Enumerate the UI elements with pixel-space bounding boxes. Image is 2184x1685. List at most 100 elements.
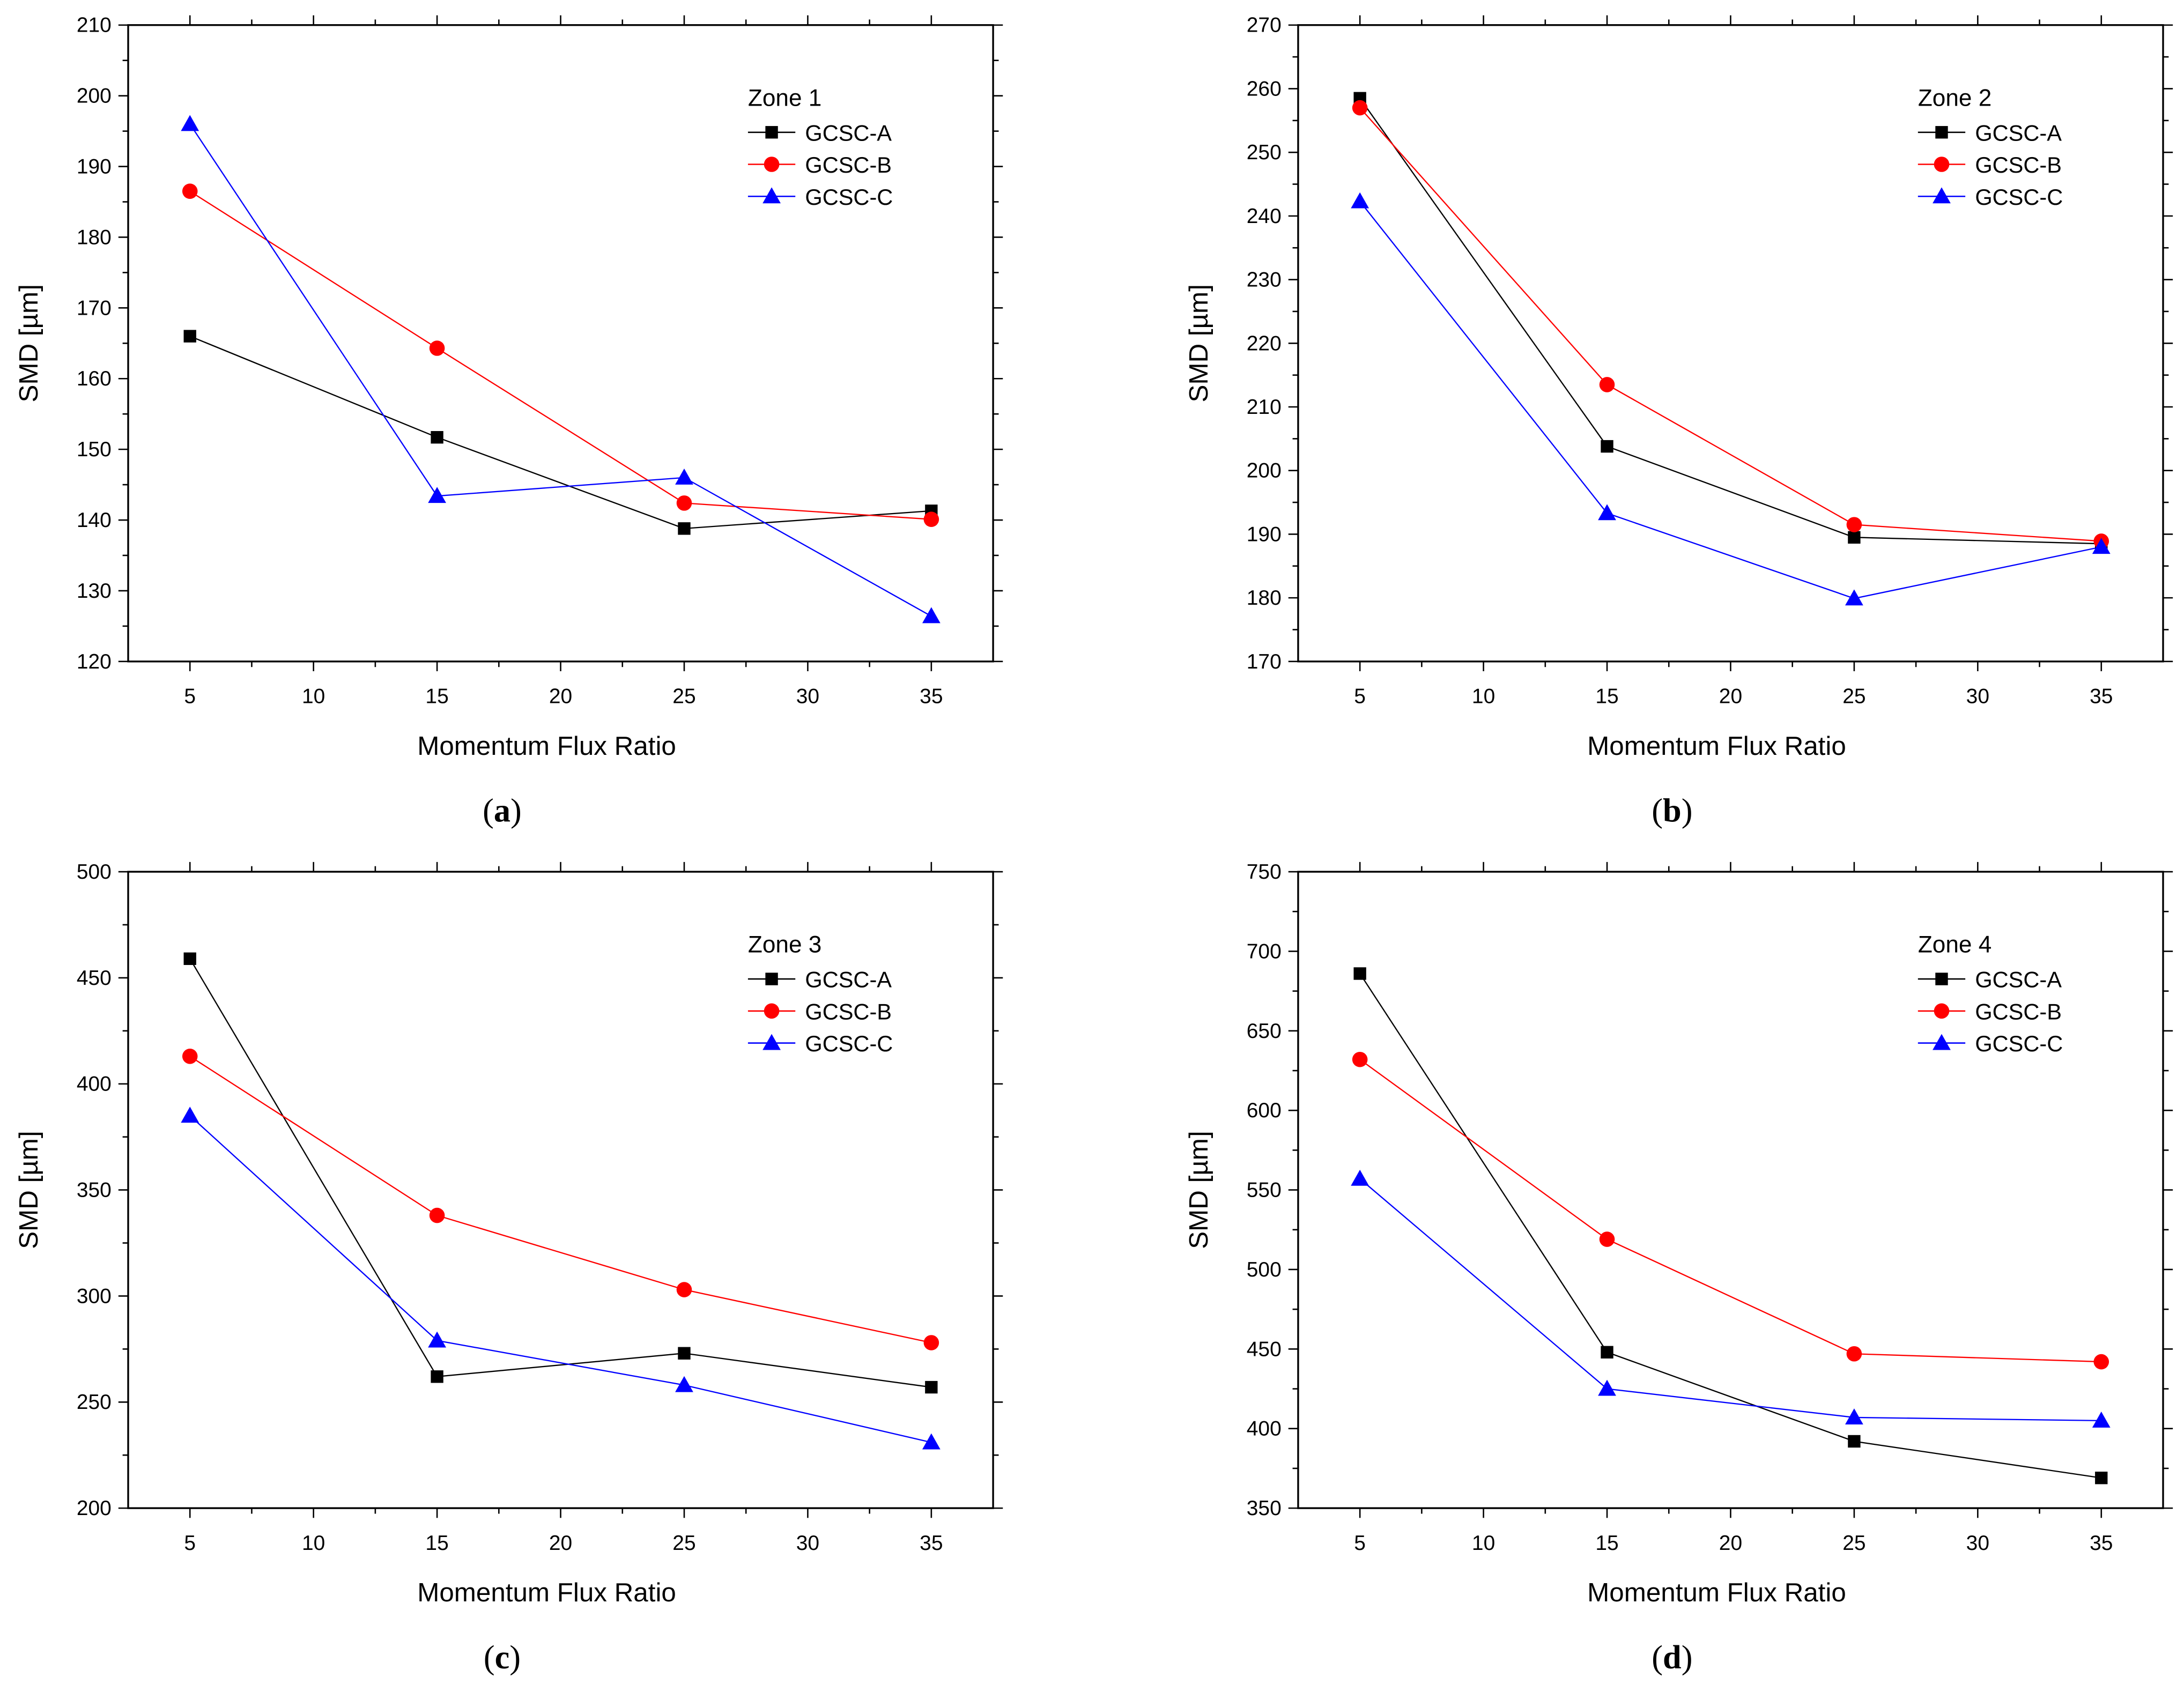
y-tick-label: 240 xyxy=(1247,205,1282,228)
x-axis-label: Momentum Flux Ratio xyxy=(1587,731,1846,761)
chart-panel-c: 5 10 15 20 25 30 35 200 250 300 350 400 450 500 Moment… xyxy=(14,860,1003,1676)
x-tick-label: 20 xyxy=(549,1532,572,1555)
x-axis-label: Momentum Flux Ratio xyxy=(1587,1578,1846,1607)
series-line-gcsc-c xyxy=(1359,201,2102,599)
data-point-gcsc-b xyxy=(182,183,198,199)
series-line-gcsc-c xyxy=(189,1115,932,1443)
x-tick-label: 10 xyxy=(1472,1532,1495,1555)
legend-marker xyxy=(1933,187,1951,204)
panel-caption: (c) xyxy=(484,1639,521,1676)
x-tick-label: 35 xyxy=(920,685,943,708)
y-tick-label: 260 xyxy=(1247,77,1282,100)
chart-panel-a: 5 10 15 20 25 30 35 120 130 140 150 160 170 180 190 200… xyxy=(14,14,1003,829)
y-tick-label: 500 xyxy=(1247,1258,1282,1281)
series-line-gcsc-b xyxy=(1359,1059,2101,1363)
legend-marker xyxy=(765,126,778,139)
data-point-gcsc-a xyxy=(183,952,196,965)
x-tick-label: 15 xyxy=(425,1532,448,1555)
y-tick-label: 350 xyxy=(77,1179,112,1202)
data-point-gcsc-b xyxy=(1846,1346,1862,1362)
series-line-gcsc-a xyxy=(1359,973,2101,1479)
data-point-gcsc-c xyxy=(1845,589,1863,606)
series-line-gcsc-b xyxy=(189,190,931,520)
series-line-gcsc-a xyxy=(189,336,931,530)
x-tick-label: 30 xyxy=(1966,685,1989,708)
y-tick-label: 220 xyxy=(1247,332,1282,355)
chart-panel-d: 5 10 15 20 25 30 35 350 400 450 500 550 600 650 700 750… xyxy=(1184,860,2173,1676)
x-tick-label: 20 xyxy=(1719,685,1742,708)
legend-label: GCSC-A xyxy=(805,120,892,145)
y-axis-label: SMD [µm] xyxy=(1184,284,1213,402)
x-tick-label: 35 xyxy=(920,1532,943,1555)
panel-caption: (b) xyxy=(1652,792,1692,829)
y-tick-label: 450 xyxy=(77,967,112,990)
y-tick-label: 180 xyxy=(1247,587,1282,610)
x-tick-label: 35 xyxy=(2090,685,2113,708)
x-tick-label: 15 xyxy=(1595,685,1618,708)
data-point-gcsc-c xyxy=(2092,538,2111,554)
x-tick-label: 20 xyxy=(549,685,572,708)
series-line-gcsc-c xyxy=(1359,1178,2101,1422)
y-axis-label: SMD [µm] xyxy=(1184,1131,1213,1249)
legend-label: GCSC-C xyxy=(1975,1031,2063,1056)
legend: Zone 2 GCSC-A GCSC-B GCSC-C xyxy=(1918,85,2063,210)
series-line-gcsc-c xyxy=(189,123,932,617)
data-point-gcsc-b xyxy=(676,1282,692,1297)
series-line-gcsc-a xyxy=(1359,98,2101,545)
legend-marker xyxy=(1933,1034,1951,1050)
x-tick-label: 25 xyxy=(1842,685,1865,708)
data-point-gcsc-a xyxy=(1601,1346,1613,1359)
data-point-gcsc-c xyxy=(181,1107,199,1123)
data-point-gcsc-a xyxy=(678,522,691,535)
legend-title: Zone 1 xyxy=(748,85,821,111)
data-point-gcsc-c xyxy=(181,115,199,131)
data-point-gcsc-c xyxy=(922,607,941,623)
series-line-gcsc-a xyxy=(189,958,932,1388)
y-tick-label: 750 xyxy=(1247,860,1282,884)
y-tick-label: 200 xyxy=(1247,459,1282,483)
x-tick-label: 10 xyxy=(1472,685,1495,708)
legend-marker xyxy=(1935,126,1948,139)
y-tick-label: 160 xyxy=(77,367,112,390)
data-point-gcsc-c xyxy=(1351,192,1369,209)
y-tick-label: 250 xyxy=(1247,141,1282,164)
x-tick-label: 5 xyxy=(1354,1532,1366,1555)
panel-caption: (a) xyxy=(483,792,522,829)
x-tick-label: 25 xyxy=(672,1532,695,1555)
data-point-gcsc-c xyxy=(922,1433,941,1450)
y-tick-label: 700 xyxy=(1247,940,1282,963)
legend-marker xyxy=(1935,973,1948,985)
data-point-gcsc-c xyxy=(1598,504,1616,521)
x-tick-label: 30 xyxy=(796,1532,819,1555)
y-tick-label: 210 xyxy=(1247,396,1282,419)
data-point-gcsc-b xyxy=(923,511,939,527)
y-tick-label: 130 xyxy=(77,580,112,603)
series-line-gcsc-b xyxy=(1359,107,2101,542)
data-point-gcsc-b xyxy=(429,340,445,356)
y-tick-label: 200 xyxy=(77,85,112,108)
y-tick-label: 550 xyxy=(1247,1179,1282,1202)
legend-title: Zone 2 xyxy=(1918,85,1991,111)
data-point-gcsc-a xyxy=(678,1347,691,1360)
y-tick-label: 200 xyxy=(77,1497,112,1520)
legend-marker xyxy=(762,1034,781,1050)
x-tick-label: 5 xyxy=(1354,685,1366,708)
series-line-gcsc-b xyxy=(189,1056,932,1343)
data-point-gcsc-b xyxy=(1846,517,1862,532)
data-point-gcsc-a xyxy=(2095,1472,2108,1484)
data-point-gcsc-a xyxy=(431,1370,443,1383)
legend-title: Zone 3 xyxy=(748,932,821,958)
y-tick-label: 170 xyxy=(1247,650,1282,673)
y-tick-label: 120 xyxy=(77,650,112,673)
data-point-gcsc-c xyxy=(1598,1379,1616,1396)
legend-label: GCSC-C xyxy=(1975,184,2063,210)
legend-label: GCSC-A xyxy=(805,967,892,992)
y-tick-label: 450 xyxy=(1247,1338,1282,1361)
legend: Zone 1 GCSC-A GCSC-B GCSC-C xyxy=(748,85,893,209)
legend-label: GCSC-B xyxy=(805,152,892,177)
data-point-gcsc-a xyxy=(1601,440,1613,453)
legend: Zone 4 GCSC-A GCSC-B GCSC-C xyxy=(1918,932,2063,1056)
y-tick-label: 350 xyxy=(1247,1497,1282,1520)
x-tick-label: 30 xyxy=(796,685,819,708)
